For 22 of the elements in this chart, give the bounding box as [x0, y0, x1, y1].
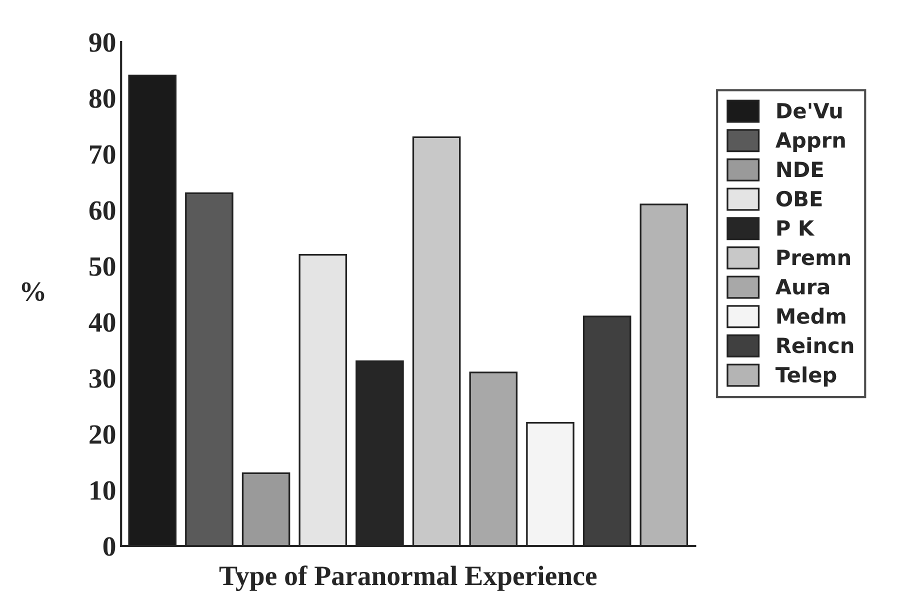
legend-label: P K [777, 220, 815, 236]
y-tick-label: 90 [89, 33, 116, 52]
y-tick-label: 40 [88, 313, 116, 332]
legend-label: Apprn [776, 132, 845, 152]
legend-label: Reincn [777, 337, 854, 354]
legend-label: Telep [776, 366, 836, 387]
legend-label: De'Vu [777, 103, 842, 119]
legend-label: NDE [777, 162, 823, 177]
x-axis-title: Type of Paranormal Experience [219, 565, 597, 591]
legend-label: Aura [776, 279, 830, 295]
y-tick-label: 10 [90, 481, 116, 500]
y-tick-label: 50 [90, 257, 116, 276]
legend-label: Premn [777, 250, 850, 266]
legend-label: OBE [776, 190, 822, 207]
y-tick-label: 70 [90, 145, 116, 164]
y-tick-label: 20 [90, 425, 116, 444]
y-tick-label: 60 [89, 201, 116, 220]
legend-label: Medm [777, 308, 846, 324]
y-axis-title: % [22, 282, 44, 302]
y-tick-label: 30 [90, 369, 116, 388]
y-tick-label: 80 [89, 89, 116, 108]
y-tick-label: 0 [103, 537, 116, 556]
